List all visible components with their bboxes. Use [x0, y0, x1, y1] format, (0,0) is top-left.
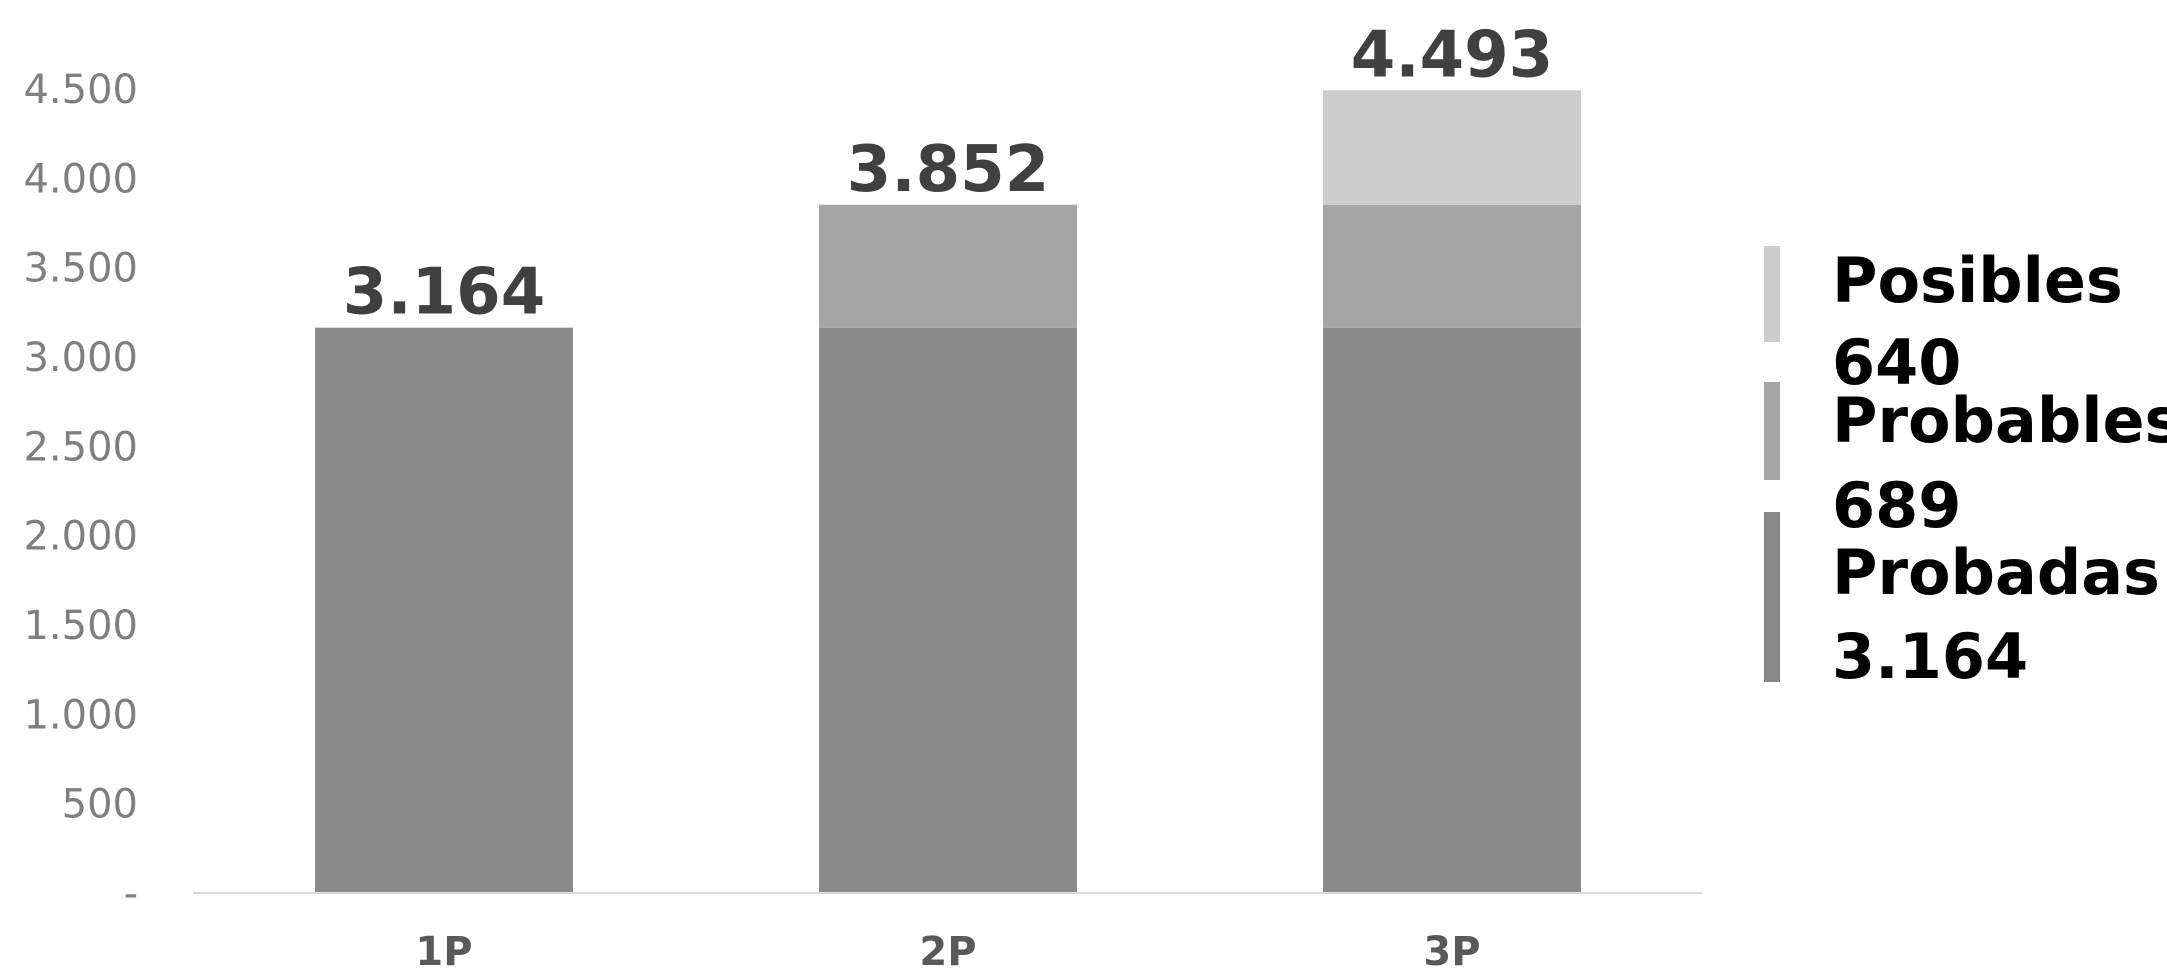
- y-tick-label-1-000: 1.000: [23, 692, 138, 738]
- bar-3p-probables: [1323, 204, 1581, 328]
- legend-swatch-probables: [1764, 382, 1780, 480]
- legend-value-posibles: 640: [1832, 326, 1961, 399]
- legend-value-probables: 689: [1832, 469, 1961, 542]
- x-tick-label-3p: 3P: [1423, 929, 1480, 973]
- bar-3p-probadas: [1323, 327, 1581, 893]
- y-tick-label-1-500: 1.500: [23, 603, 138, 649]
- x-tick-label-1p: 1P: [415, 929, 472, 973]
- total-label-1p: 3.164: [343, 256, 545, 330]
- y-axis: - 500 1.000 1.500 2.000 2.500 3.000 3.500 4.000 4…: [23, 67, 138, 917]
- legend-swatch-probadas: [1764, 512, 1780, 682]
- bar-2p-probables: [819, 204, 1077, 328]
- x-axis: 1P 2P 3P: [415, 929, 1480, 973]
- total-label-2p: 3.852: [847, 133, 1049, 207]
- x-tick-label-2p: 2P: [919, 929, 976, 973]
- y-tick-label-: -: [124, 871, 138, 917]
- legend-swatch-posibles: [1764, 246, 1780, 342]
- bar-3p-posibles: [1323, 90, 1581, 205]
- legend-label-probables: Probables: [1832, 384, 2167, 457]
- y-tick-label-4-000: 4.000: [23, 156, 138, 202]
- total-labels: 3.164 3.852 4.493: [343, 18, 1553, 329]
- y-tick-label-3-000: 3.000: [23, 335, 138, 381]
- y-tick-label-2-500: 2.500: [23, 424, 138, 470]
- y-tick-label-500: 500: [62, 782, 138, 828]
- legend-value-probadas: 3.164: [1832, 620, 2028, 693]
- legend-label-posibles: Posibles: [1832, 244, 2123, 317]
- bar-1p-probadas: [315, 327, 573, 893]
- total-label-3p: 4.493: [1351, 18, 1553, 92]
- bar-2p-probadas: [819, 327, 1077, 893]
- y-tick-label-3-500: 3.500: [23, 246, 138, 292]
- y-tick-label-2-000: 2.000: [23, 514, 138, 560]
- legend-label-probadas: Probadas: [1832, 536, 2160, 609]
- bars: [315, 90, 1581, 893]
- y-tick-label-4-500: 4.500: [23, 67, 138, 113]
